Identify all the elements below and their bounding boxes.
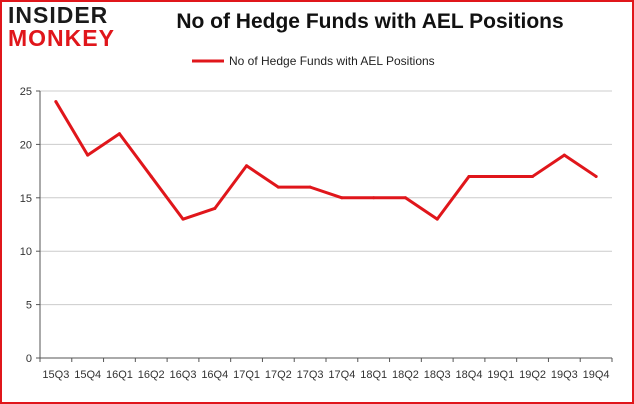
- logo-line-2: MONKEY: [8, 25, 115, 51]
- series-line: [54, 100, 598, 221]
- y-tick-label: 25: [20, 86, 32, 98]
- series-group: [54, 100, 598, 221]
- grid-lines: [40, 90, 612, 306]
- y-axis-ticks: 0 5 10 15 20 25: [20, 86, 40, 365]
- data-point: [245, 164, 249, 168]
- data-point: [54, 100, 58, 104]
- data-point: [308, 185, 312, 189]
- data-point: [372, 196, 376, 200]
- data-point: [562, 153, 566, 157]
- data-point: [213, 206, 217, 210]
- chart-title: No of Hedge Funds with AEL Positions: [176, 10, 564, 33]
- x-tick-label: 17Q3: [297, 369, 324, 381]
- data-point: [86, 153, 90, 157]
- data-point: [403, 196, 407, 200]
- axes: [39, 91, 612, 359]
- data-point: [467, 174, 471, 178]
- data-point: [276, 185, 280, 189]
- x-tick-label: 18Q2: [392, 369, 419, 381]
- x-tick-label: 15Q4: [74, 369, 101, 381]
- x-tick-label: 17Q1: [233, 369, 260, 381]
- data-point: [181, 217, 185, 221]
- x-tick-label: 15Q3: [42, 369, 69, 381]
- legend: No of Hedge Funds with AEL Positions: [192, 54, 435, 68]
- data-point: [594, 174, 598, 178]
- logo-line-1: INSIDER: [8, 2, 109, 28]
- data-point: [499, 174, 503, 178]
- x-tick-label: 16Q2: [138, 369, 165, 381]
- legend-label: No of Hedge Funds with AEL Positions: [229, 54, 435, 68]
- x-tick-label: 19Q3: [551, 369, 578, 381]
- data-point: [435, 217, 439, 221]
- x-tick-label: 19Q4: [583, 369, 610, 381]
- x-tick-label: 18Q1: [360, 369, 387, 381]
- data-point: [340, 196, 344, 200]
- x-tick-label: 17Q2: [265, 369, 292, 381]
- x-tick-label: 16Q4: [201, 369, 228, 381]
- y-tick-label: 5: [26, 300, 32, 312]
- x-tick-label: 19Q2: [519, 369, 546, 381]
- x-tick-label: 17Q4: [328, 369, 355, 381]
- x-tick-label: 16Q3: [170, 369, 197, 381]
- x-tick-label: 19Q1: [487, 369, 514, 381]
- x-tick-label: 18Q3: [424, 369, 451, 381]
- y-tick-label: 10: [20, 246, 32, 258]
- x-tick-label: 18Q4: [456, 369, 483, 381]
- y-tick-label: 15: [20, 193, 32, 205]
- x-axis-ticks: 15Q3 15Q4 16Q1 16Q2 16Q3 16Q4 17Q1 17Q2 17Q3 17Q4…: [39, 358, 613, 381]
- data-point: [117, 132, 121, 136]
- x-tick-label: 16Q1: [106, 369, 133, 381]
- data-point: [531, 174, 535, 178]
- data-point: [149, 174, 153, 178]
- insider-monkey-logo: INSIDER MONKEY: [8, 4, 120, 52]
- y-tick-label: 0: [26, 353, 32, 365]
- y-tick-label: 20: [20, 139, 32, 151]
